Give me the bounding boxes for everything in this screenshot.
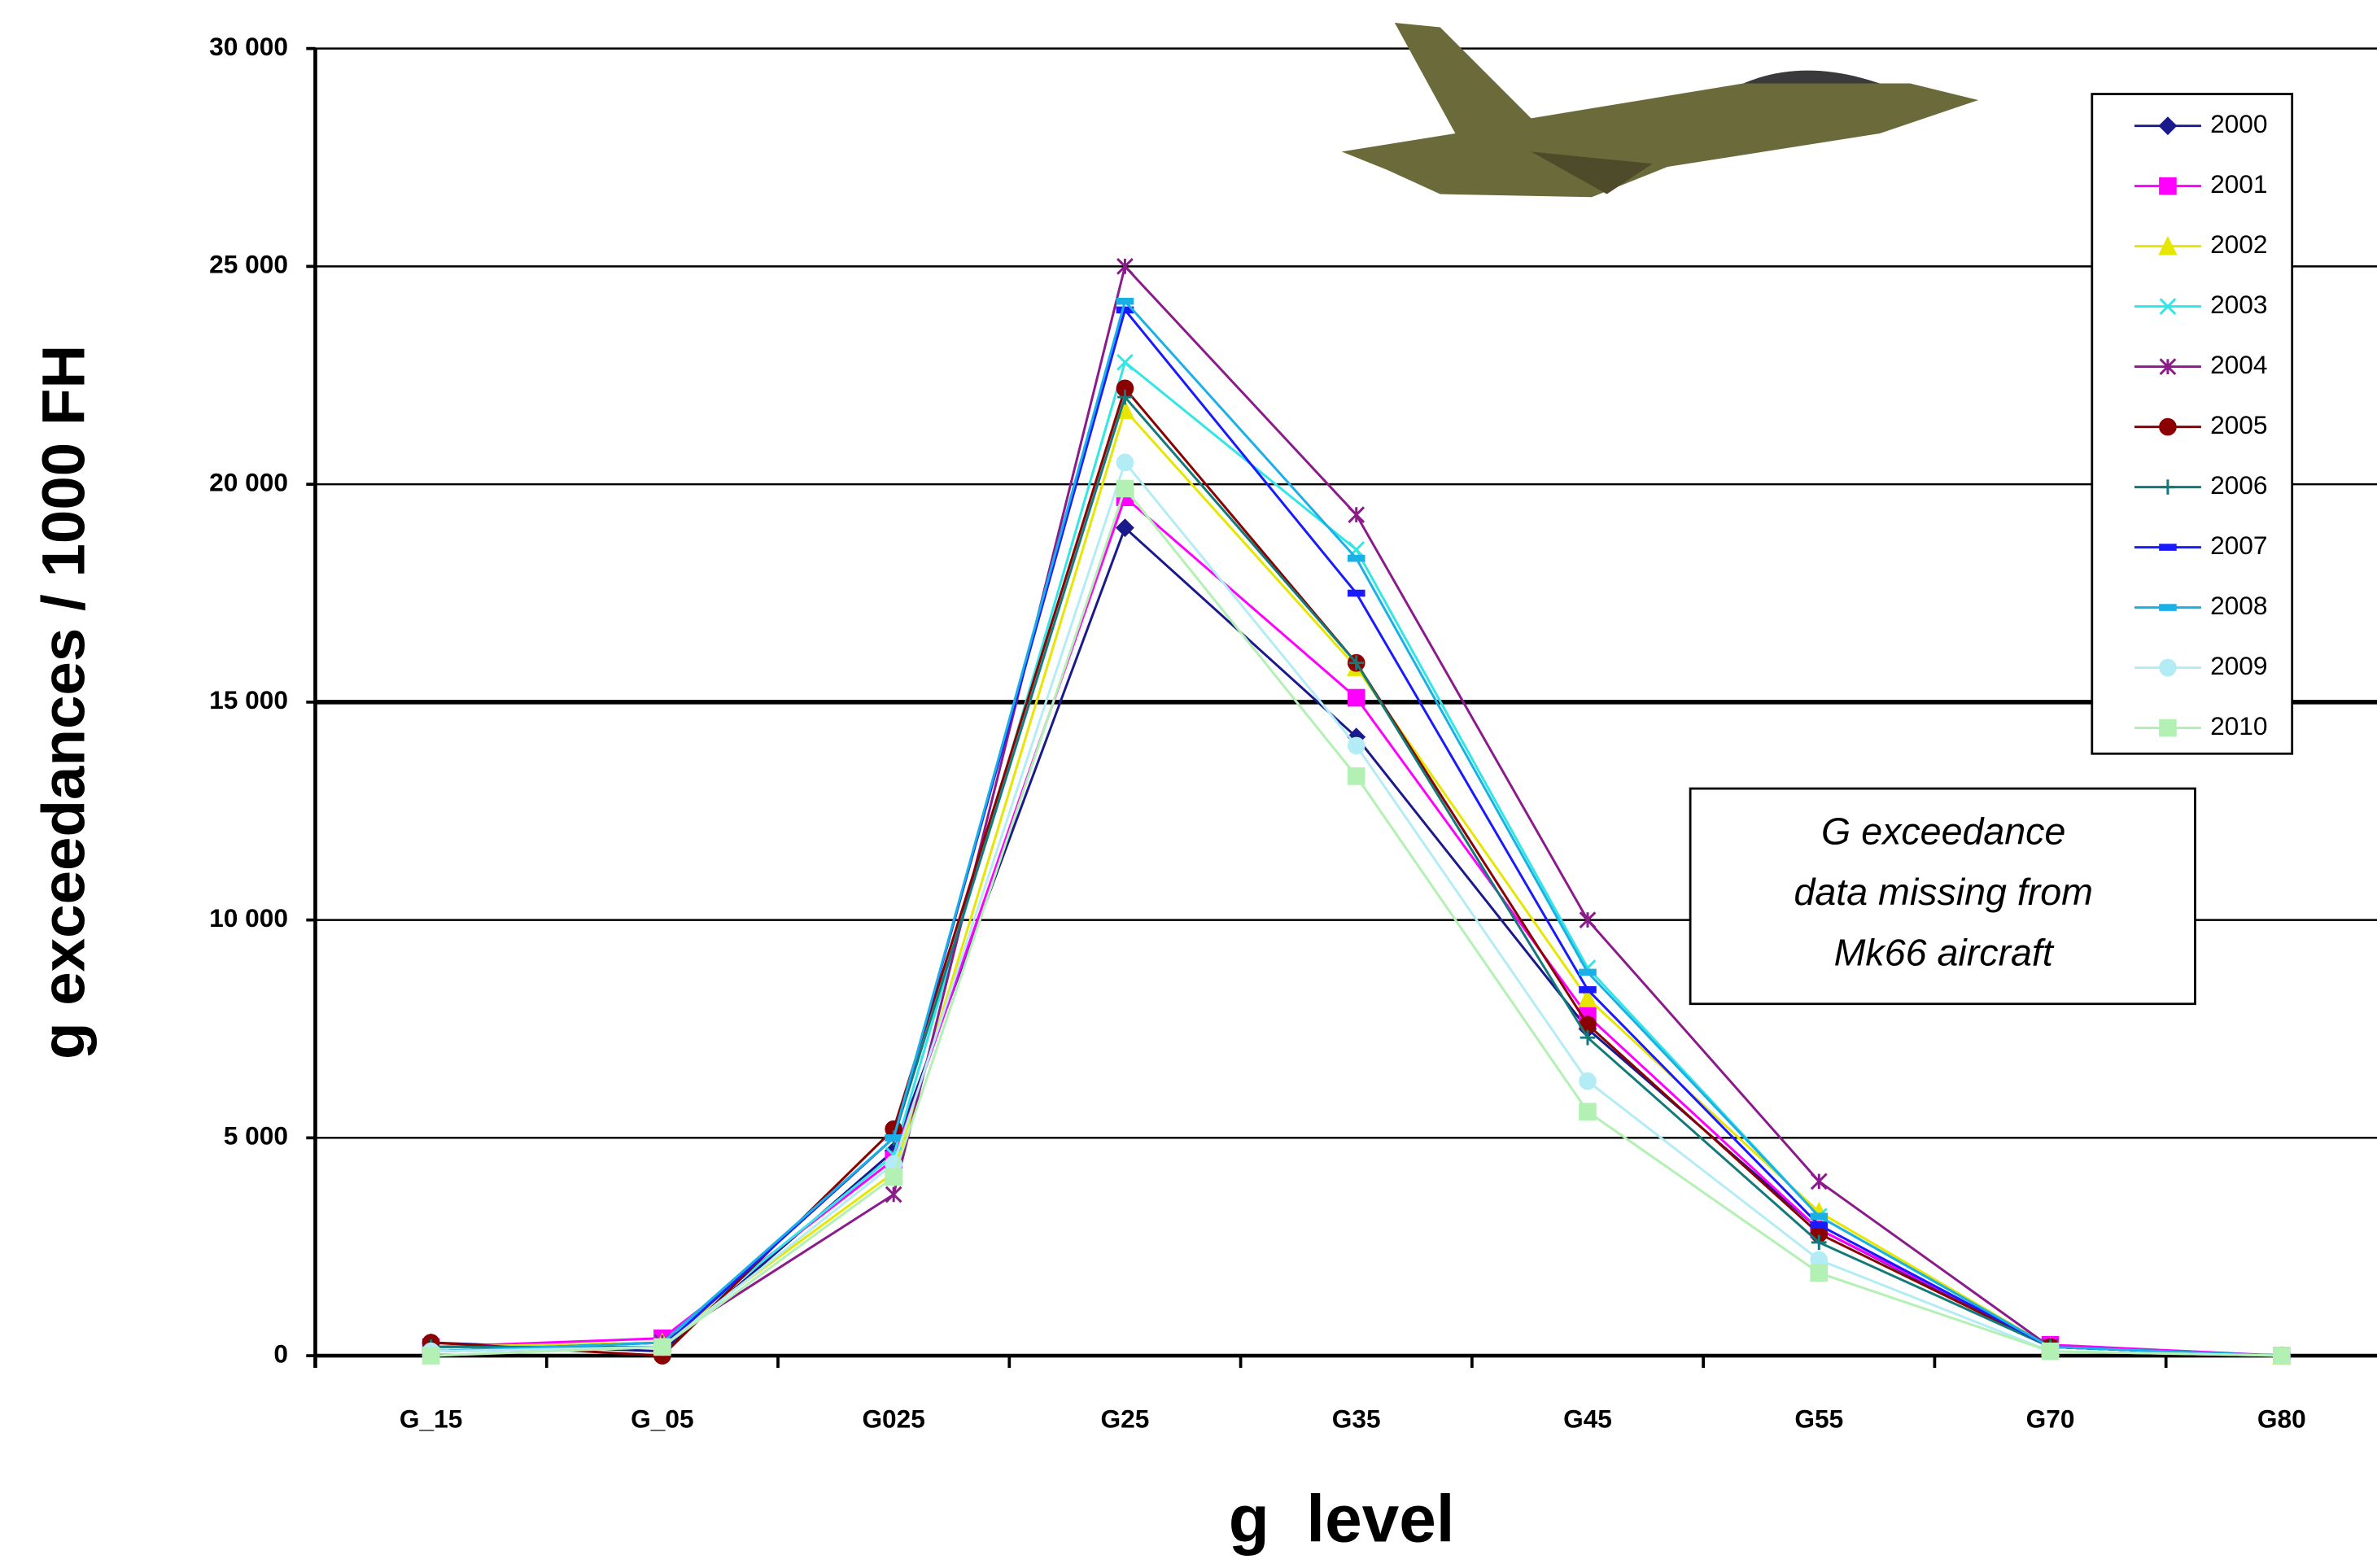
x-tick-label: G45 bbox=[1563, 1404, 1612, 1434]
annotation: data missing from bbox=[1794, 871, 2093, 913]
annotation-box bbox=[1689, 787, 2196, 1006]
marker bbox=[1347, 688, 1365, 707]
marker bbox=[2158, 236, 2178, 256]
marker bbox=[2159, 658, 2177, 677]
x-tick-label: G25 bbox=[1101, 1404, 1150, 1434]
marker bbox=[1348, 655, 1365, 670]
marker bbox=[2159, 298, 2177, 316]
legend-label: 2008 bbox=[2210, 591, 2267, 620]
x-axis-title: g level bbox=[1229, 1483, 1455, 1557]
x-tick-label: G_15 bbox=[400, 1404, 462, 1434]
marker bbox=[2159, 604, 2177, 611]
marker bbox=[1116, 453, 1134, 472]
marker bbox=[1579, 911, 1597, 928]
legend-label: 2002 bbox=[2210, 229, 2267, 259]
jet-image bbox=[1341, 22, 1979, 198]
x-tick-label: G80 bbox=[2257, 1404, 2306, 1434]
legend-label: 2004 bbox=[2210, 350, 2267, 379]
annotation: G exceedance bbox=[1821, 810, 2065, 852]
marker bbox=[1579, 1072, 1597, 1090]
legend-label: 2007 bbox=[2210, 531, 2267, 560]
marker bbox=[2159, 177, 2177, 195]
marker bbox=[1117, 389, 1133, 405]
x-tick-label: G35 bbox=[1332, 1404, 1381, 1434]
legend-label: 2009 bbox=[2210, 651, 2267, 680]
annotation: Mk66 aircraft bbox=[1834, 931, 2055, 973]
marker bbox=[2158, 116, 2178, 136]
marker bbox=[885, 1168, 902, 1186]
x-tick-label: G025 bbox=[862, 1404, 924, 1434]
marker bbox=[1347, 554, 1365, 562]
marker bbox=[1579, 1103, 1597, 1121]
marker bbox=[1347, 736, 1365, 755]
marker bbox=[1116, 518, 1134, 538]
y-tick-label: 30 000 bbox=[209, 32, 288, 61]
marker bbox=[422, 1347, 440, 1365]
marker bbox=[1810, 1264, 1829, 1282]
marker bbox=[2159, 544, 2177, 551]
marker bbox=[885, 1186, 902, 1203]
marker bbox=[885, 1134, 902, 1142]
legend-label: 2001 bbox=[2210, 169, 2267, 199]
marker bbox=[1579, 985, 1597, 994]
legend-label: 2006 bbox=[2210, 470, 2267, 500]
marker bbox=[2273, 1347, 2291, 1365]
marker bbox=[2159, 417, 2177, 436]
y-tick-label: 20 000 bbox=[209, 467, 288, 496]
marker bbox=[1810, 1173, 1828, 1190]
marker bbox=[1116, 258, 1134, 275]
marker bbox=[1578, 988, 1597, 1007]
marker bbox=[1116, 479, 1134, 498]
marker bbox=[2160, 479, 2176, 495]
marker bbox=[1348, 541, 1365, 558]
x-tick-label: G_05 bbox=[631, 1404, 693, 1434]
y-tick-label: 10 000 bbox=[209, 903, 288, 933]
series bbox=[422, 479, 2291, 1365]
y-tick-label: 15 000 bbox=[209, 685, 288, 714]
marker bbox=[1116, 353, 1134, 371]
x-tick-label: G55 bbox=[1794, 1404, 1843, 1434]
legend-box bbox=[2091, 93, 2294, 755]
legend-label: 2005 bbox=[2210, 410, 2267, 439]
marker bbox=[1347, 767, 1365, 785]
legend-label: 2010 bbox=[2210, 711, 2267, 740]
marker bbox=[1580, 1029, 1596, 1046]
legend: 2000 2001 2002 2003 2004 2005 2006 2007 2008 2009… bbox=[2091, 93, 2294, 755]
marker bbox=[2041, 1342, 2060, 1361]
marker bbox=[1348, 506, 1365, 523]
marker bbox=[2159, 358, 2177, 375]
marker bbox=[1347, 589, 1365, 597]
legend-label: 2003 bbox=[2210, 290, 2267, 319]
marker bbox=[1116, 297, 1134, 305]
marker bbox=[1810, 1221, 1829, 1229]
y-tick-label: 25 000 bbox=[209, 250, 288, 279]
y-tick-label: 5 000 bbox=[224, 1121, 288, 1151]
legend-label: 2000 bbox=[2210, 109, 2267, 138]
marker bbox=[1811, 1234, 1827, 1251]
y-axis-title: g exceedances / 1000 FH bbox=[30, 345, 98, 1059]
y-tick-label: 0 bbox=[273, 1339, 288, 1368]
marker bbox=[1579, 968, 1597, 976]
x-tick-label: G70 bbox=[2026, 1404, 2075, 1434]
marker bbox=[2159, 718, 2177, 737]
marker bbox=[653, 1338, 671, 1356]
grid bbox=[315, 47, 2377, 1139]
marker bbox=[1810, 1212, 1829, 1221]
